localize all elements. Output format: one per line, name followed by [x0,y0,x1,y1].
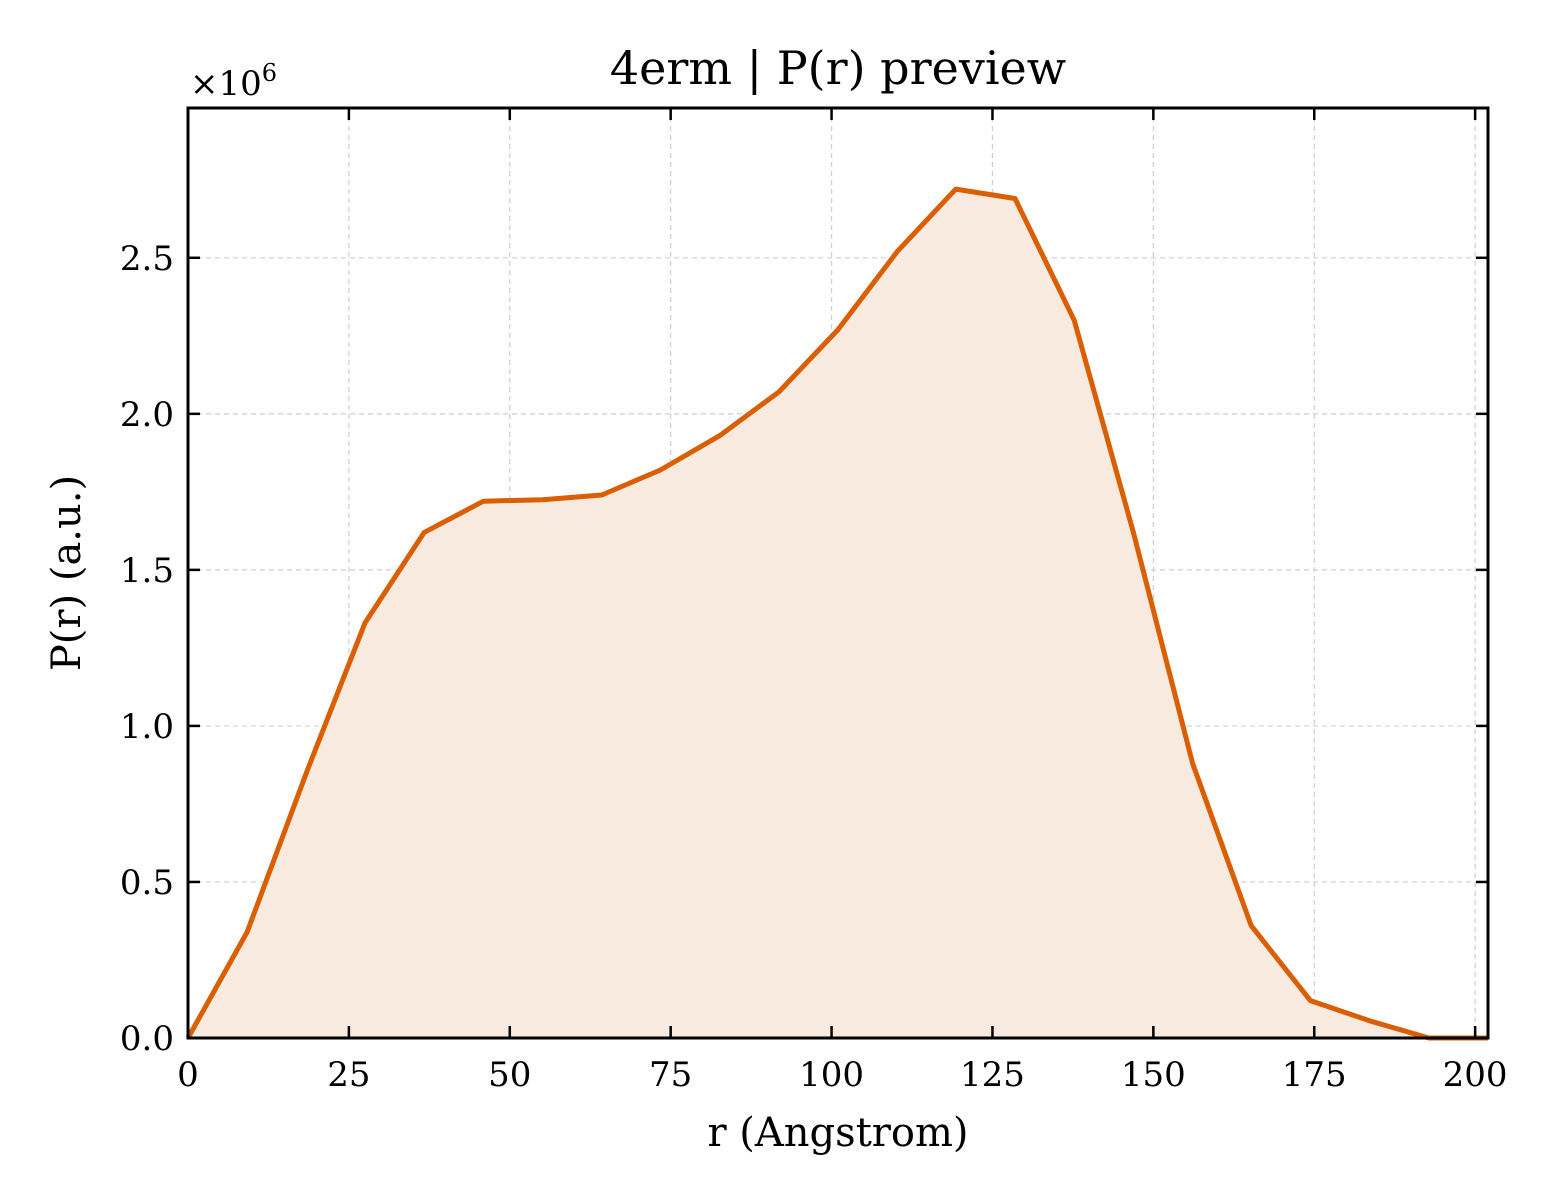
x-tick-label: 0 [177,1055,199,1095]
area-fill [188,189,1488,1039]
y-tick-label: 0.0 [120,1019,174,1059]
x-tick-label: 175 [1282,1055,1347,1095]
y-tick-label: 2.5 [120,239,174,279]
y-axis-ticks: 0.0 0.5 1.0 1.5 2.0 2.5 [120,239,1488,1059]
y-tick-label: 0.5 [120,863,174,903]
y-axis-label: P(r) (a.u.) [44,475,90,671]
series-line [185,186,1488,1041]
y-multiplier: ×106 [190,59,277,104]
y-multiplier-base: ×10 [190,64,262,104]
x-tick-label: 25 [327,1055,370,1095]
plot-frame [186,106,1490,1040]
chart-title: 4erm | P(r) preview [610,41,1066,95]
y-tick-label: 1.0 [120,707,174,747]
x-tick-label: 150 [1121,1055,1186,1095]
x-axis-ticks: 0 25 50 75 100 125 150 175 200 [177,108,1508,1095]
x-tick-label: 100 [799,1055,864,1095]
y-multiplier-exponent: 6 [262,59,277,87]
x-axis-label: r (Angstrom) [707,1110,968,1156]
x-tick-label: 50 [488,1055,531,1095]
x-tick-label: 75 [649,1055,692,1095]
x-tick-label: 200 [1443,1055,1508,1095]
x-tick-label: 125 [960,1055,1025,1095]
y-tick-label: 1.5 [120,551,174,591]
y-tick-label: 2.0 [120,395,174,435]
